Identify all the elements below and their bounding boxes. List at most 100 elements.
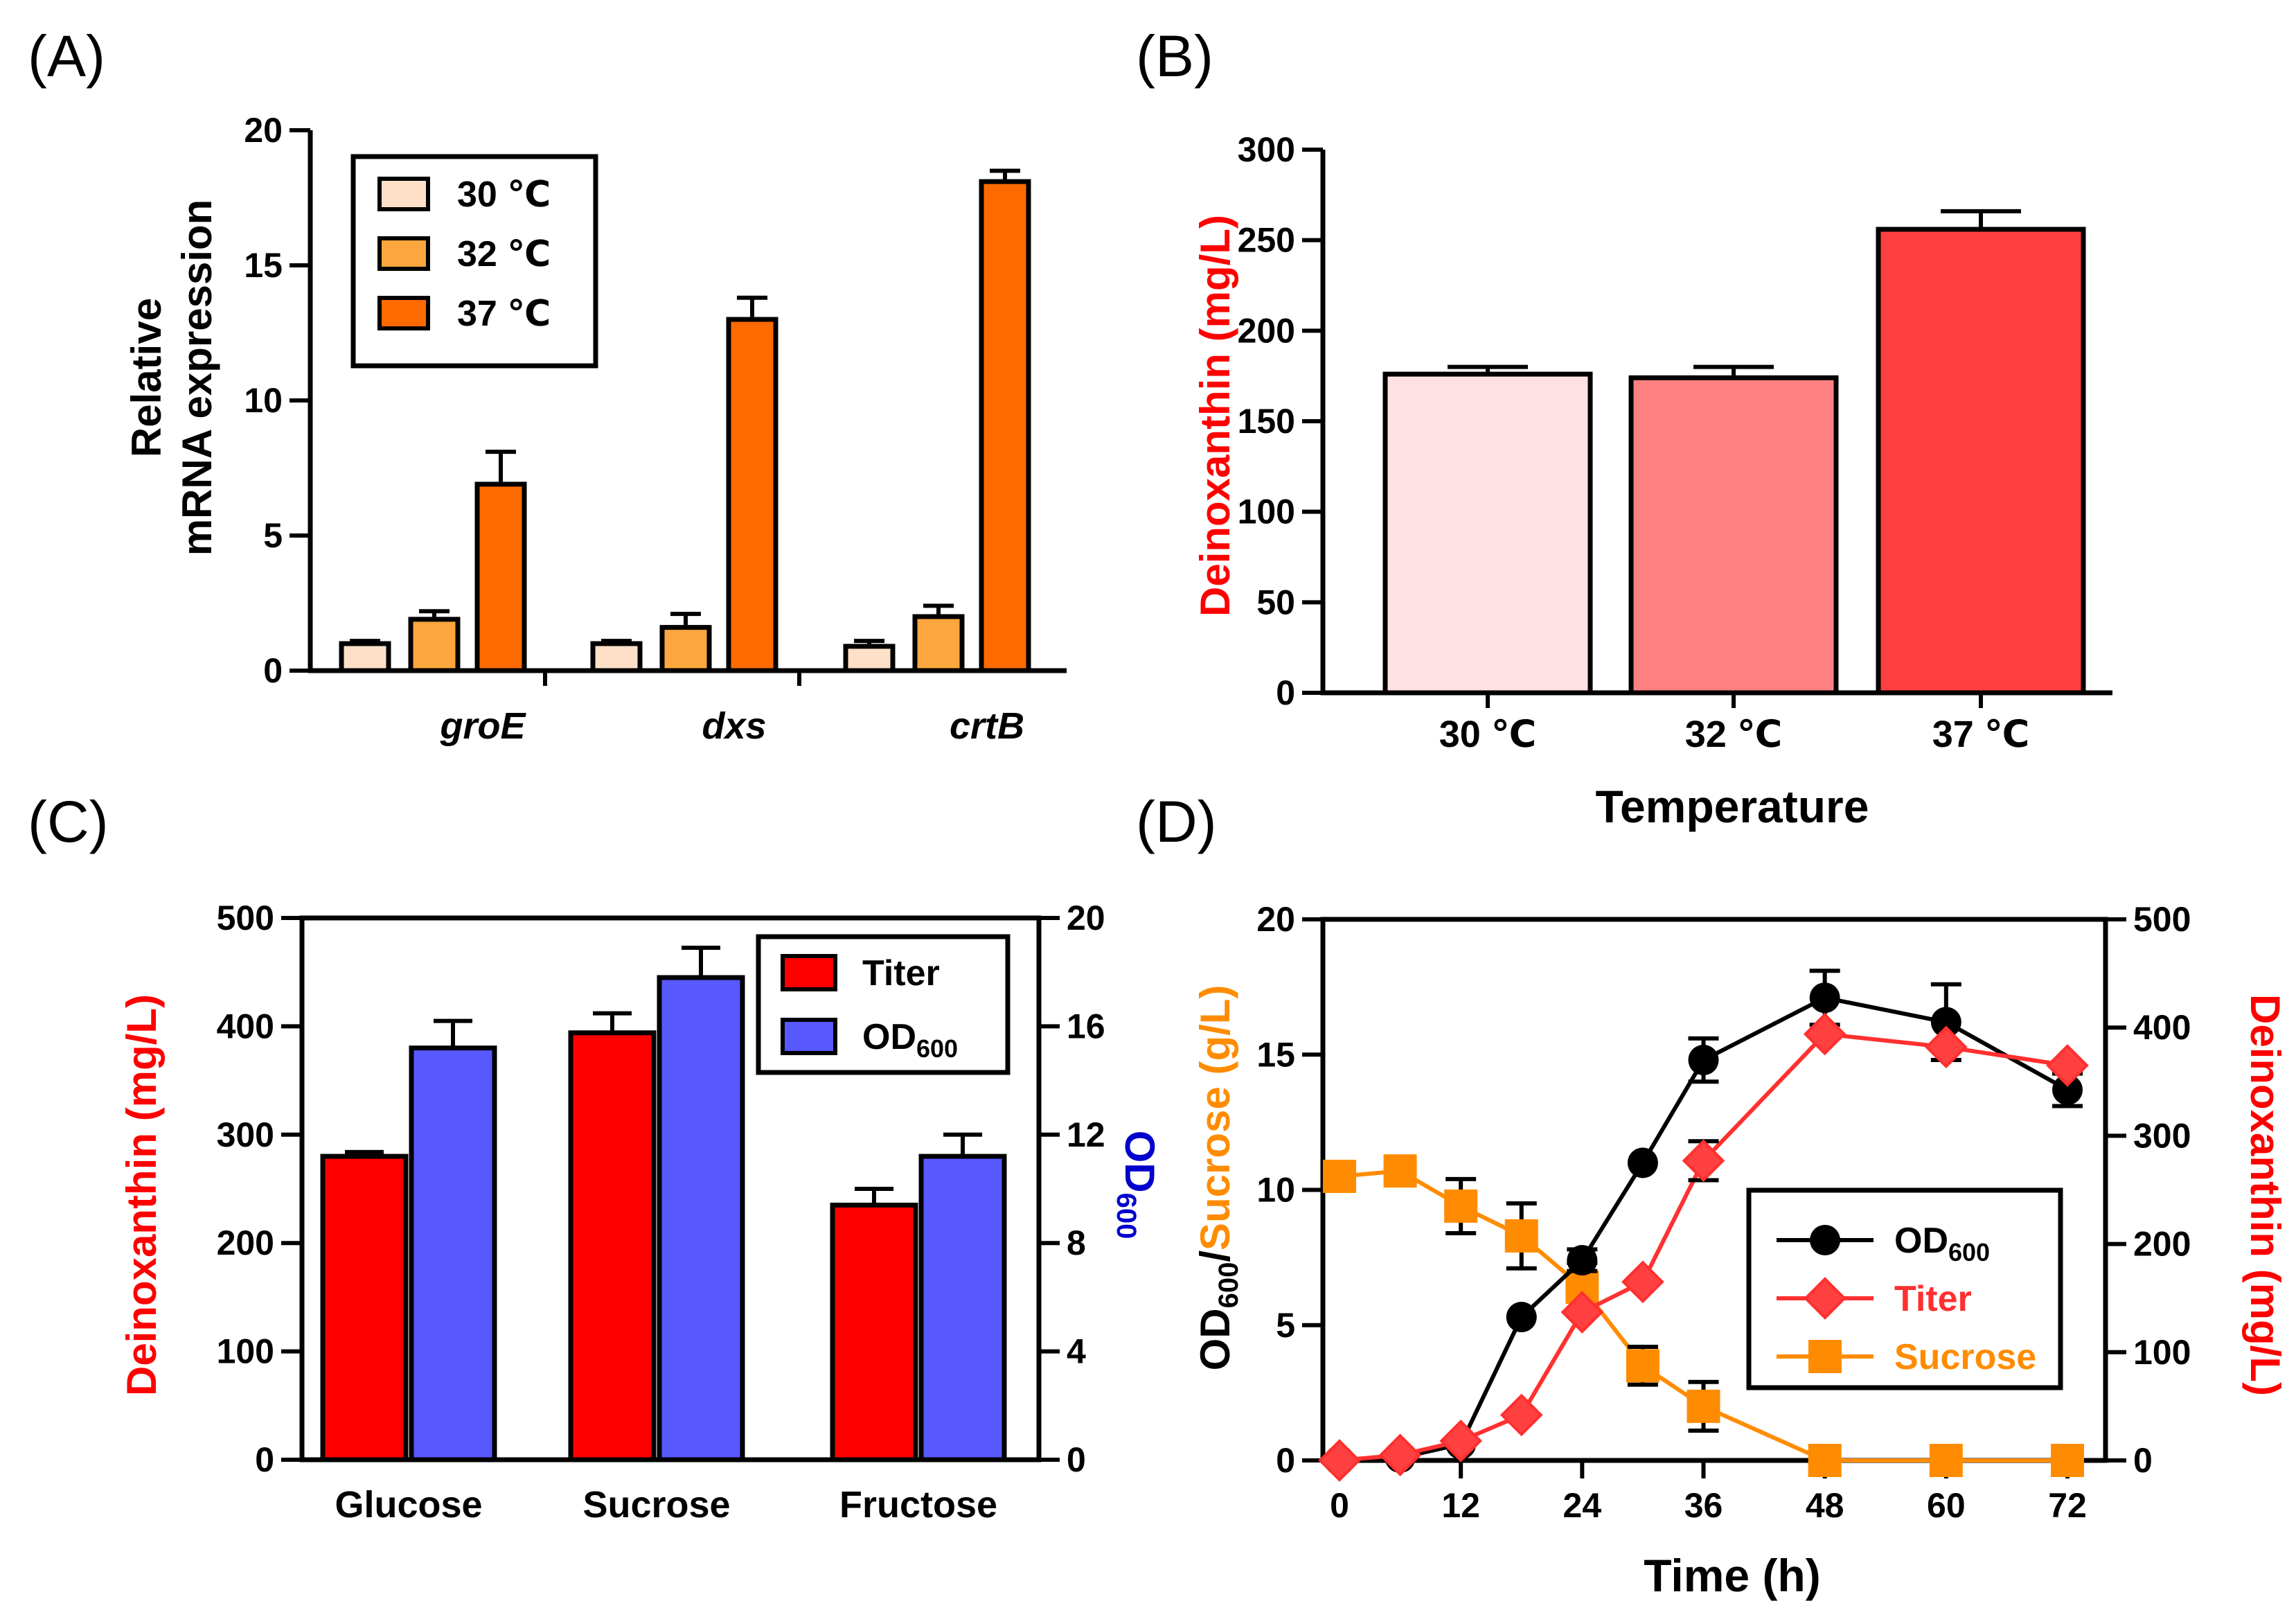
panel-d-ytick-label: 0 — [1276, 1441, 1295, 1480]
panel-d-point — [1506, 1302, 1537, 1333]
panel-d-point — [2051, 1444, 2084, 1477]
panel-d-point — [1803, 1012, 1846, 1056]
panel-d-legend-label: Titer — [1894, 1279, 1972, 1319]
panel-c-legend-label: Titer — [862, 953, 940, 993]
panel-a-bar — [408, 617, 461, 673]
panel-c-legend-swatch — [781, 1018, 837, 1055]
panel-b-bar — [1382, 371, 1593, 696]
panel-d-ylabel-od: OD — [1192, 1308, 1238, 1370]
panel-a-bar — [843, 644, 896, 673]
panel-a-category-label: groE — [439, 705, 526, 747]
panel-d-xtick-label: 36 — [1684, 1486, 1723, 1525]
panel-b-category-label: 32 ℃ — [1685, 714, 1782, 755]
panel-d-point — [2046, 1044, 2089, 1087]
panel-d-y2tick-label: 200 — [2133, 1225, 2191, 1264]
panel-d-legend-label-main: OD — [1894, 1221, 1948, 1261]
panel-c-ytick-label: 100 — [217, 1332, 274, 1371]
panel-b-ytick-label: 200 — [1238, 311, 1295, 350]
panel-a-bar — [726, 317, 778, 673]
panel-c-ytick-label: 500 — [217, 899, 274, 937]
panel-a-bar — [979, 179, 1031, 673]
panel-c-y2tick-label: 12 — [1067, 1115, 1105, 1154]
panel-c-y2label-main: OD — [1116, 1131, 1163, 1193]
panel-d-legend-label-main: Sucrose — [1894, 1337, 2036, 1377]
panel-d-y2tick-label: 300 — [2133, 1116, 2191, 1155]
panel-a-ylabel-line1: Relative — [123, 298, 170, 457]
panel-a-bar — [474, 481, 527, 673]
panel-label-d: (D) — [1136, 789, 1217, 854]
panel-a-bar — [590, 641, 643, 673]
panel-a-bar — [339, 641, 391, 673]
panel-b-ytick-label: 0 — [1276, 673, 1295, 712]
panel-d-ylabel-slash: / — [1192, 1251, 1238, 1262]
panel-d-point — [1504, 1219, 1538, 1253]
panel-d-ylabel-sucrose: Sucrose (g/L) — [1192, 985, 1238, 1251]
panel-c-y2label-sub: 600 — [1111, 1193, 1141, 1239]
panel-d-point — [1383, 1154, 1417, 1188]
panel-b-ytick-label: 100 — [1238, 493, 1295, 531]
panel-b-ytick-label: 50 — [1256, 583, 1295, 621]
panel-d-series-line — [1339, 1169, 2067, 1463]
panel-d-legend-label-sub: 600 — [1948, 1238, 1990, 1266]
panel-a-legend-swatch — [377, 236, 430, 271]
panel-d-point — [1682, 1139, 1725, 1183]
panel-d-ytick-label: 15 — [1256, 1035, 1295, 1074]
panel-c-bar — [918, 1154, 1007, 1463]
panel-d-y2tick-label: 500 — [2133, 900, 2191, 939]
panel-d-xtick-label: 12 — [1441, 1486, 1480, 1525]
panel-d-y2label: Deinoxanthin (mg/L) — [2242, 994, 2288, 1396]
panel-c-ytick-label: 200 — [217, 1223, 274, 1262]
panel-d-point — [1626, 1349, 1659, 1383]
panel-a-ytick-label: 10 — [244, 381, 283, 420]
panel-b-bar — [1876, 227, 2086, 696]
panel-c-y2tick-label: 0 — [1067, 1440, 1086, 1479]
panel-c-bar — [568, 1030, 657, 1463]
panel-c-y2tick-label: 16 — [1067, 1007, 1105, 1045]
panel-b-ytick-label: 300 — [1238, 130, 1295, 169]
panel-b-category-label: 30 ℃ — [1439, 714, 1536, 755]
panel-d-y2tick-label: 100 — [2133, 1333, 2191, 1372]
panel-d-point — [1499, 1393, 1543, 1437]
panel-d-legend-marker — [1810, 1225, 1840, 1255]
panel-a-category-label: dxs — [702, 705, 766, 747]
panel-d-point — [1560, 1291, 1604, 1334]
panel-a-chart: Relative mRNA expression 0 5 10 15 20 groE dxs… — [123, 111, 1067, 747]
panel-d-xtick-label: 24 — [1563, 1486, 1602, 1525]
panel-a-legend-label: 37 ℃ — [457, 294, 551, 334]
panel-c-y2tick-label: 20 — [1067, 899, 1105, 937]
panel-b-ytick-label: 150 — [1238, 402, 1295, 441]
panel-b-xlabel: Temperature — [1596, 781, 1869, 832]
panel-d-point — [1318, 1439, 1361, 1482]
panel-a-legend-swatch — [377, 296, 430, 330]
panel-c-ytick-label: 300 — [217, 1115, 274, 1154]
panel-a-ytick-label: 0 — [263, 651, 283, 690]
panel-a-ytick-label: 20 — [244, 111, 283, 150]
panel-label-a: (A) — [28, 24, 105, 89]
panel-d-xtick-label: 0 — [1330, 1486, 1349, 1525]
panel-d-point — [1323, 1159, 1356, 1193]
panel-d-point — [1688, 1045, 1719, 1076]
panel-d-point — [1444, 1189, 1478, 1223]
panel-b-category-label: 37 ℃ — [1932, 714, 2029, 755]
panel-c-bar — [409, 1045, 497, 1463]
panel-d-chart: OD600/Sucrose (g/L) Deinoxanthin (mg/L) … — [1192, 900, 2288, 1601]
panel-c-bar — [830, 1202, 918, 1463]
panel-a-ytick-label: 15 — [244, 246, 283, 285]
panel-b-ylabel: Deinoxanthin (mg/L) — [1192, 215, 1238, 617]
panel-c-category-label: Fructose — [839, 1484, 997, 1526]
panel-d-xtick-label: 60 — [1927, 1486, 1966, 1525]
panel-c-ytick-label: 400 — [217, 1007, 274, 1045]
panel-a-legend-label: 32 ℃ — [457, 234, 551, 274]
panel-d-point — [1809, 982, 1840, 1014]
panel-d-point — [1930, 1007, 1961, 1038]
panel-c-category-label: Glucose — [335, 1484, 482, 1526]
panel-d-point — [1925, 1025, 1968, 1069]
panel-d-point — [1378, 1433, 1422, 1477]
panel-d-ytick-label: 5 — [1276, 1306, 1295, 1345]
panel-c-legend-label-main: OD — [862, 1017, 916, 1057]
panel-d-legend-label-main: Titer — [1894, 1279, 1972, 1319]
panel-d-ylabel: OD600/Sucrose (g/L) — [1192, 985, 1244, 1371]
panel-d-legend-marker — [1804, 1277, 1846, 1320]
panel-c-y2tick-label: 8 — [1067, 1223, 1086, 1262]
